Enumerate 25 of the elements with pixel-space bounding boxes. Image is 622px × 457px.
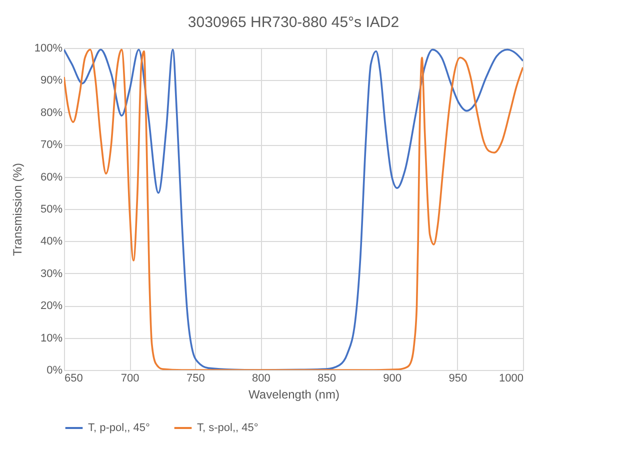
x-axis-title: Wavelength (nm) [248,388,340,402]
x-tick-label: 950 [448,372,468,384]
legend-label: T, p-pol,, 45° [88,422,150,434]
x-tick-label: 1000 [499,372,524,384]
legend-label: T, s-pol,, 45° [197,422,258,434]
y-tick-label: 30% [40,268,63,280]
x-tick-label: 700 [120,372,140,384]
chart-title: 3030965 HR730-880 45°s IAD2 [188,14,400,31]
y-tick-label: 20% [40,300,63,312]
x-tick-label: 650 [64,372,83,384]
y-tick-label: 90% [40,74,63,87]
y-tick-label: 70% [40,139,63,152]
line-series [64,48,523,370]
x-tick-label: 800 [252,372,270,384]
y-tick-label: 40% [40,236,63,248]
x-tick-label: 850 [318,372,336,384]
y-axis-title: Transmission (%) [10,163,24,256]
x-tick-label: 750 [186,372,205,384]
y-tick-label: 80% [40,106,63,119]
y-tick-label: 10% [40,332,63,344]
x-tick-label: 900 [383,372,402,384]
y-tick-label: 60% [40,171,63,184]
y-tick-label: 50% [40,204,63,216]
y-tick-label: 100% [34,42,63,54]
y-tick-label: 0% [46,364,63,376]
